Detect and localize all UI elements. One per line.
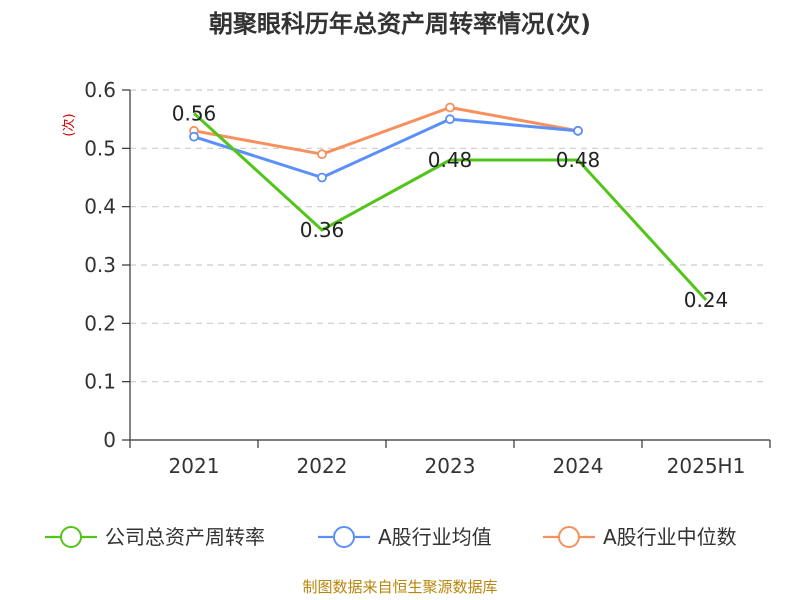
- y-tick-label: 0.6: [84, 78, 116, 102]
- y-tick-label: 0.2: [84, 311, 116, 335]
- series-point-2: [445, 102, 455, 113]
- y-tick-label: 0.3: [84, 253, 116, 277]
- series-point-1: [445, 114, 455, 125]
- x-tick-label: 2022: [297, 454, 348, 478]
- data-label: 0.56: [172, 101, 217, 125]
- y-axis-label: (次): [61, 113, 77, 136]
- series-line-1: [193, 117, 579, 179]
- legend-marker: [60, 526, 82, 548]
- grid: [130, 89, 763, 383]
- y-tick-label: 0.4: [84, 195, 116, 219]
- data-label: 0.48: [428, 148, 473, 172]
- data-labels: 0.56 0.36 0.48 0.48 0.24: [172, 101, 729, 312]
- series-point-1: [317, 172, 327, 183]
- series-point-1: [573, 125, 583, 136]
- legend-marker: [558, 526, 580, 548]
- source-note: 制图数据来自恒生聚源数据库: [302, 578, 497, 596]
- data-label: 0.36: [300, 218, 345, 242]
- legend-label: A股行业均值: [378, 525, 492, 549]
- series-point-1: [189, 131, 199, 142]
- legend-item-1[interactable]: A股行业均值: [318, 525, 492, 549]
- legend-marker: [333, 526, 355, 548]
- axes: 0 0.1 0.2 0.3 0.4 0.5 0.6 2021 2022 2023 2024 2025H…: [84, 78, 771, 478]
- x-tick-label: 2024: [553, 454, 604, 478]
- chart-title: 朝聚眼科历年总资产周转率情况(次): [209, 10, 591, 38]
- x-tick-label: 2023: [425, 454, 476, 478]
- series-line-0: [192, 112, 708, 302]
- y-tick-label: 0.1: [84, 370, 116, 394]
- legend-item-0[interactable]: 公司总资产周转率: [45, 525, 265, 549]
- series: [189, 102, 708, 302]
- x-tick-label: 2021: [169, 454, 220, 478]
- legend-label: 公司总资产周转率: [105, 525, 265, 549]
- y-tick-label: 0.5: [84, 136, 116, 160]
- series-point-2: [317, 149, 327, 160]
- x-tick-label: 2025H1: [667, 454, 746, 478]
- series-line-2: [193, 106, 579, 156]
- data-label: 0.48: [556, 148, 601, 172]
- y-tick-label: 0: [103, 428, 116, 452]
- legend[interactable]: 公司总资产周转率 A股行业均值 A股行业中位数: [45, 525, 737, 549]
- data-label: 0.24: [684, 288, 729, 312]
- legend-item-2[interactable]: A股行业中位数: [543, 525, 737, 549]
- legend-label: A股行业中位数: [603, 525, 737, 549]
